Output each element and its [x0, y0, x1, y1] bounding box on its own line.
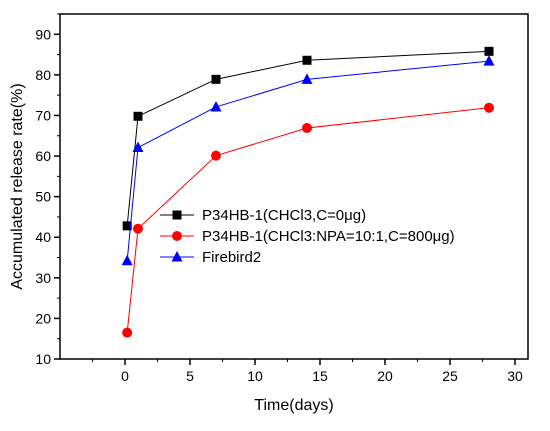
data-point [122, 221, 132, 231]
data-point [211, 74, 221, 84]
series-2 [122, 102, 494, 338]
x-tick-label: 5 [186, 368, 194, 384]
legend-marker [172, 210, 182, 220]
data-point [133, 223, 143, 234]
y-tick-label: 20 [35, 310, 51, 326]
legend-marker [171, 251, 183, 262]
data-point [302, 55, 312, 65]
legend-entry: P34HB-1(CHCl3:NPA=10:1,C=800μg) [160, 228, 455, 245]
x-tick-label: 10 [247, 368, 263, 384]
data-point [132, 141, 144, 153]
data-point [211, 150, 221, 161]
x-axis-title: Time(days) [254, 397, 333, 414]
x-tick-label: 15 [312, 368, 328, 384]
legend-label: Firebird2 [202, 249, 261, 266]
data-point [133, 111, 143, 121]
data-point [483, 55, 495, 66]
y-tick-label: 30 [35, 270, 51, 286]
series-layer [121, 46, 495, 338]
series-1 [122, 46, 494, 231]
data-point [210, 100, 222, 112]
y-tick-label: 50 [35, 189, 51, 205]
x-tick-label: 30 [507, 368, 523, 384]
series-3 [121, 55, 495, 266]
legend-label: P34HB-1(CHCl3,C=0μg) [202, 207, 366, 224]
y-tick-label: 80 [35, 67, 51, 83]
data-point [301, 73, 313, 84]
y-axis-title: Accumulated release rate(%) [9, 83, 26, 289]
data-point [484, 46, 494, 56]
legend: P34HB-1(CHCl3,C=0μg) P34HB-1(CHCl3:NPA=10… [160, 207, 455, 266]
y-tick-label: 70 [35, 107, 51, 123]
data-point [122, 327, 133, 338]
x-tick-label: 25 [442, 368, 458, 384]
data-point [121, 254, 133, 266]
y-tick-label: 10 [35, 351, 51, 367]
legend-entry: Firebird2 [160, 249, 261, 266]
data-point [302, 123, 312, 134]
axes: 0 5 10 15 20 25 30 10 20 30 40 50 60 70 80 90 [35, 13, 529, 384]
y-tick-label: 90 [35, 26, 51, 42]
legend-entry: P34HB-1(CHCl3,C=0μg) [160, 207, 366, 224]
y-tick-label: 40 [35, 229, 51, 245]
plot-frame [59, 13, 529, 360]
legend-marker [172, 231, 182, 241]
x-tick-label: 20 [377, 368, 393, 384]
data-point [484, 102, 494, 113]
x-tick-label: 0 [121, 368, 129, 384]
legend-label: P34HB-1(CHCl3:NPA=10:1,C=800μg) [202, 228, 455, 245]
y-tick-label: 60 [35, 148, 51, 164]
